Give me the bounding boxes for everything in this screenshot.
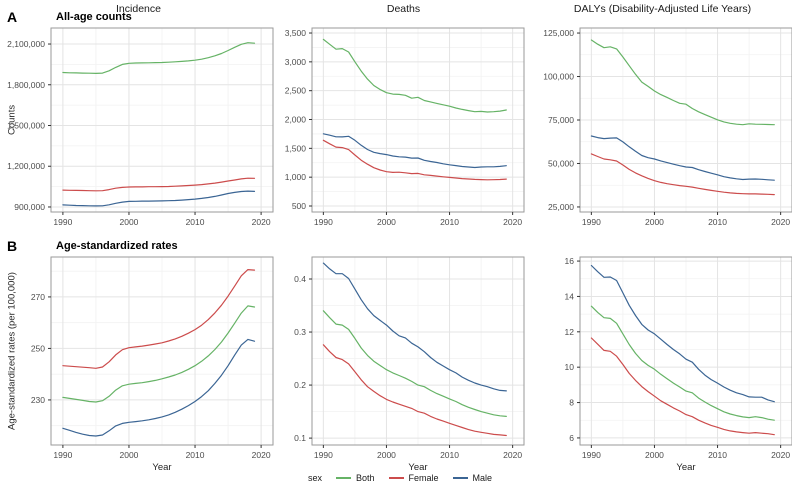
svg-text:2020: 2020: [252, 450, 271, 460]
legend-label-male: Male: [472, 473, 493, 483]
svg-text:500: 500: [292, 201, 306, 211]
svg-text:2020: 2020: [771, 217, 790, 227]
svg-text:Year: Year: [152, 462, 171, 473]
svg-text:50,000: 50,000: [548, 158, 574, 168]
svg-text:250: 250: [31, 343, 45, 353]
svg-text:8: 8: [569, 398, 574, 408]
svg-text:2010: 2010: [708, 450, 727, 460]
svg-text:1,500,000: 1,500,000: [7, 120, 45, 130]
svg-text:270: 270: [31, 292, 45, 302]
legend-label-both: Both: [355, 473, 375, 483]
svg-text:1990: 1990: [582, 450, 601, 460]
legend-item-male: Male: [452, 473, 493, 483]
svg-text:1,200,000: 1,200,000: [7, 161, 45, 171]
svg-text:2000: 2000: [645, 450, 664, 460]
legend-swatch-male: [452, 477, 468, 479]
svg-text:10: 10: [565, 362, 575, 372]
svg-text:900,000: 900,000: [14, 202, 45, 212]
svg-text:75,000: 75,000: [548, 115, 574, 125]
svg-text:2,100,000: 2,100,000: [7, 39, 45, 49]
svg-text:0.4: 0.4: [294, 274, 306, 284]
svg-text:1990: 1990: [314, 217, 333, 227]
svg-text:6: 6: [569, 433, 574, 443]
svg-text:0.1: 0.1: [294, 433, 306, 443]
chart-deaths-age-standardized-rates: 1990 2000 2010 2020 0.1 0.2 0.3 0.4 Year: [294, 256, 525, 473]
svg-text:14: 14: [565, 291, 575, 301]
chart-incidence-all-age-counts: 1990 2000 2010 2020 900,000 1,200,000 1,500,00…: [7, 27, 274, 227]
legend-item-both: Both: [335, 473, 375, 483]
svg-text:2010: 2010: [186, 217, 205, 227]
svg-text:1990: 1990: [53, 450, 72, 460]
svg-text:0.2: 0.2: [294, 380, 306, 390]
svg-text:2020: 2020: [771, 450, 790, 460]
column-title-dalys: DALYs (Disability-Adjusted Life Years): [573, 3, 752, 15]
svg-text:100,000: 100,000: [543, 72, 574, 82]
svg-text:2,000: 2,000: [285, 115, 307, 125]
svg-text:2000: 2000: [120, 450, 139, 460]
svg-text:230: 230: [31, 395, 45, 405]
legend-title: sex: [307, 473, 322, 483]
chart-deaths-all-age-counts: 1990 2000 2010 2020 500 1,000 1,500 2,000 2,500 3…: [285, 27, 525, 227]
svg-text:12: 12: [565, 327, 575, 337]
svg-text:125,000: 125,000: [543, 28, 574, 38]
svg-text:2010: 2010: [186, 450, 205, 460]
svg-text:16: 16: [565, 256, 575, 266]
svg-text:1990: 1990: [582, 217, 601, 227]
svg-text:2000: 2000: [645, 217, 664, 227]
chart-dalys-all-age-counts: 1990 2000 2010 2020 25,000 50,000 75,000 100,00…: [543, 27, 792, 227]
svg-text:2010: 2010: [708, 217, 727, 227]
svg-text:2020: 2020: [503, 450, 522, 460]
svg-text:1,800,000: 1,800,000: [7, 80, 45, 90]
svg-text:1990: 1990: [314, 450, 333, 460]
chart-incidence-age-standardized-rates: 1990 2000 2010 2020 230 250 270 Year: [31, 256, 274, 473]
svg-text:1990: 1990: [53, 217, 72, 227]
svg-text:2,500: 2,500: [285, 86, 307, 96]
legend-label-female: Female: [408, 473, 439, 483]
svg-text:2000: 2000: [377, 450, 396, 460]
svg-text:2020: 2020: [503, 217, 522, 227]
svg-text:2010: 2010: [440, 450, 459, 460]
svg-text:Year: Year: [676, 462, 695, 473]
legend-swatch-both: [335, 477, 351, 479]
svg-text:2010: 2010: [440, 217, 459, 227]
svg-text:0.3: 0.3: [294, 327, 306, 337]
svg-text:3,500: 3,500: [285, 28, 307, 38]
column-title-incidence: Incidence: [116, 3, 161, 15]
svg-text:2020: 2020: [252, 217, 271, 227]
svg-text:1,000: 1,000: [285, 172, 307, 182]
svg-text:1,500: 1,500: [285, 143, 307, 153]
column-title-deaths: Deaths: [386, 3, 421, 15]
legend: sex Both Female Male: [0, 469, 800, 487]
svg-text:25,000: 25,000: [548, 202, 574, 212]
legend-swatch-female: [388, 477, 404, 479]
svg-text:2000: 2000: [120, 217, 139, 227]
svg-text:2000: 2000: [377, 217, 396, 227]
svg-text:3,000: 3,000: [285, 57, 307, 67]
panel-a-title: All-age counts: [56, 11, 132, 23]
panel-b-title: Age-standardized rates: [56, 240, 178, 252]
panel-b-letter: B: [7, 238, 18, 254]
panel-a-letter: A: [7, 9, 18, 25]
legend-item-female: Female: [388, 473, 439, 483]
svg-text:Year: Year: [408, 462, 427, 473]
chart-dalys-age-standardized-rates: 1990 2000 2010 2020 6 8 10 12 14 16 Year: [565, 256, 792, 473]
